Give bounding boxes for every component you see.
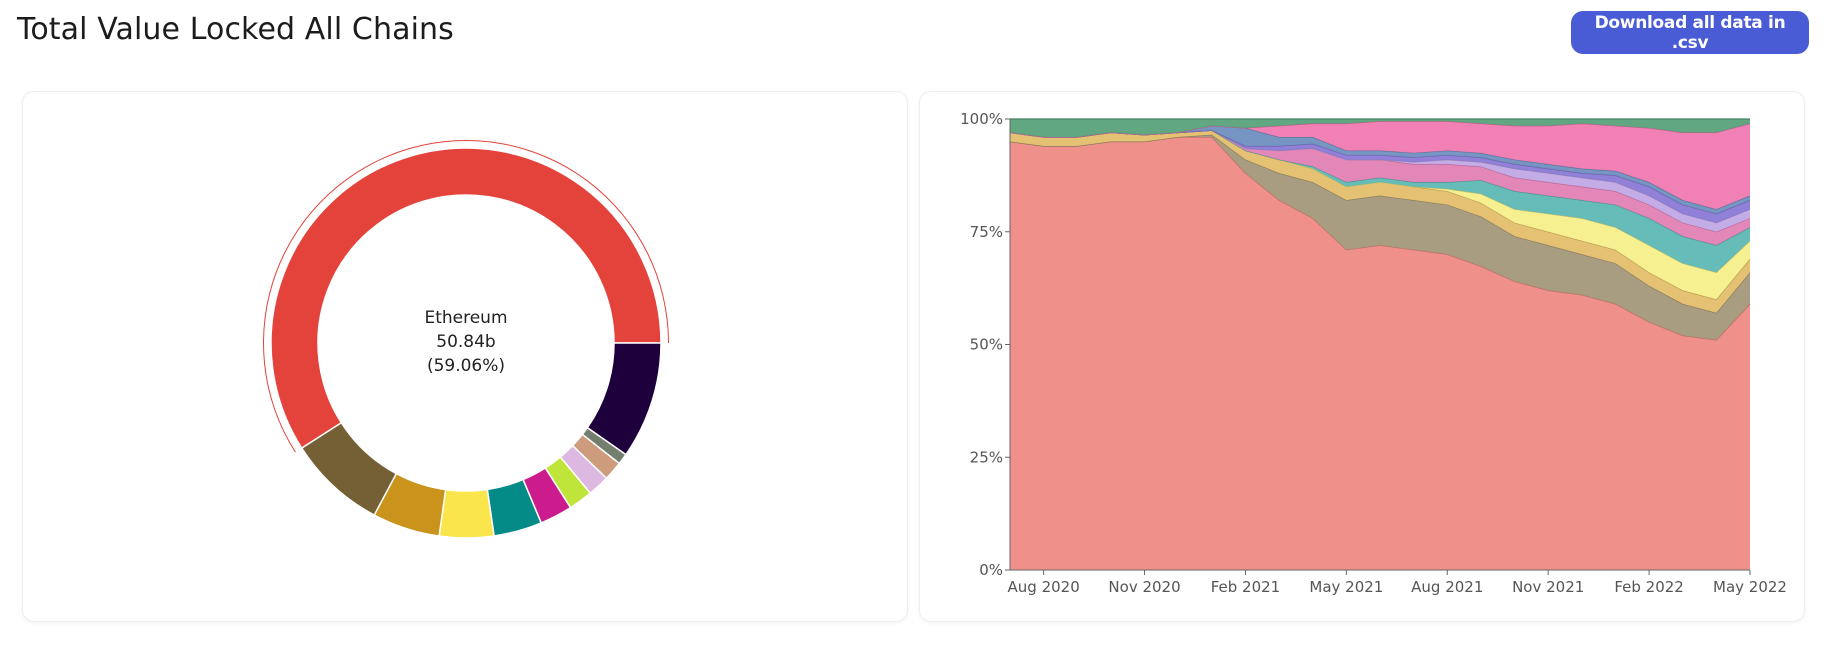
donut-center-value: 50.84b	[436, 332, 495, 352]
x-tick-label: May 2021	[1309, 578, 1383, 596]
y-tick-label: 75%	[970, 223, 1003, 241]
y-tick-label: 0%	[979, 561, 1003, 579]
x-tick-label: Feb 2021	[1211, 578, 1281, 596]
donut-center-name: Ethereum	[424, 308, 507, 328]
donut-chart: Ethereum 50.84b (59.06%)	[263, 139, 669, 539]
area-series	[1010, 130, 1750, 232]
area-series	[1010, 130, 1750, 313]
y-tick-label: 100%	[960, 110, 1003, 128]
y-tick-label: 25%	[970, 448, 1003, 466]
area-series	[1010, 130, 1750, 273]
x-tick-label: Feb 2022	[1614, 578, 1684, 596]
page-title: Total Value Locked All Chains	[17, 12, 454, 47]
donut-slice[interactable]	[300, 421, 398, 517]
area-series	[1010, 134, 1750, 340]
x-tick-label: Nov 2020	[1108, 578, 1180, 596]
area-series	[1010, 121, 1750, 210]
donut-chart-card: Ethereum 50.84b (59.06%)	[22, 91, 908, 622]
x-tick-label: Aug 2020	[1008, 578, 1080, 596]
area-series	[1010, 130, 1750, 300]
y-tick-label: 50%	[970, 336, 1003, 354]
stacked-area-chart: 0% 25% 50% 75% 100% Aug 2020 Nov 2020 Feb 2021 M…	[960, 110, 1787, 596]
donut-slice[interactable]	[438, 488, 495, 539]
x-tick-label: Nov 2021	[1512, 578, 1584, 596]
area-series	[1010, 130, 1750, 223]
download-csv-button[interactable]: Download all data in .csv	[1571, 11, 1809, 54]
x-tick-label: Aug 2021	[1411, 578, 1483, 596]
area-chart-card: 0% 25% 50% 75% 100% Aug 2020 Nov 2020 Feb 2021 M…	[919, 91, 1805, 622]
donut-center-percent: (59.06%)	[427, 356, 505, 376]
area-series	[1010, 119, 1750, 138]
x-tick-label: May 2022	[1713, 578, 1787, 596]
area-series	[1010, 137, 1750, 570]
donut-slice-ethereum[interactable]	[270, 147, 662, 450]
